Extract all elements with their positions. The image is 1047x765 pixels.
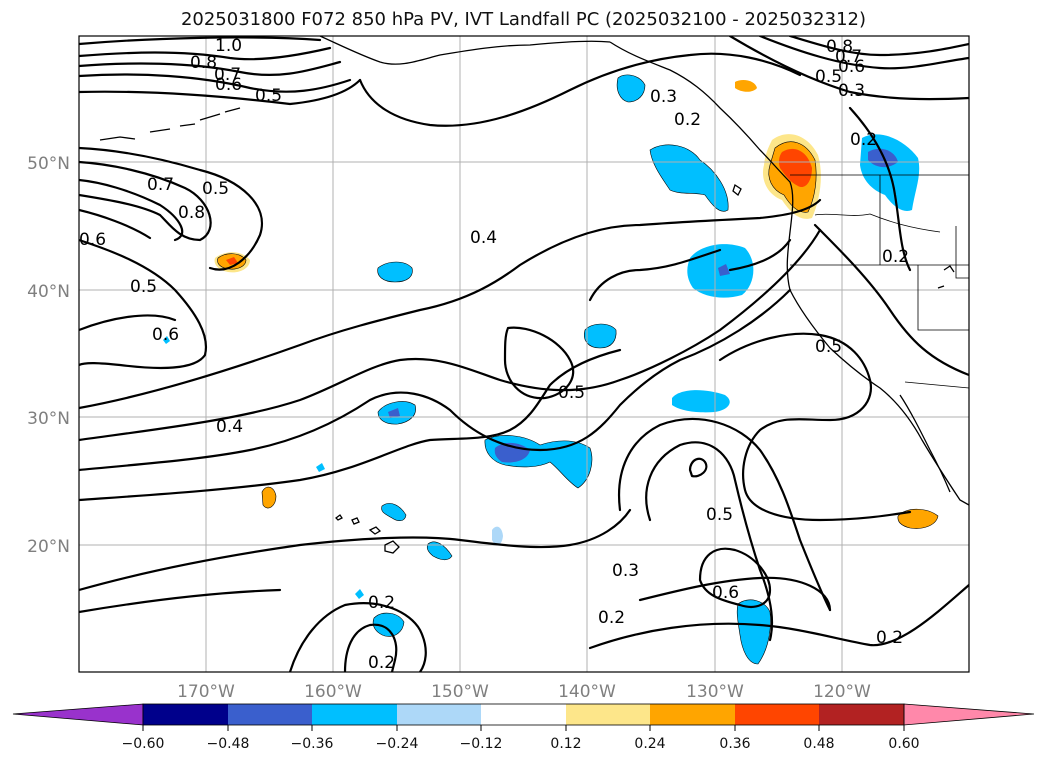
figure-title: 2025031800 F072 850 hPa PV, IVT Landfall… [180,9,867,30]
contour-label: 0.8 [178,203,205,223]
contour-label: 0.2 [882,247,909,267]
contour-label: 0.3 [612,561,639,581]
colorbar-bin [735,704,819,725]
contour-label: 0.5 [815,67,842,87]
colorbar-outline [142,703,905,726]
map-background [79,36,969,672]
contour-label: 0.5 [130,277,157,297]
neg-patch-tiny-3 [163,336,170,344]
contour-label: 0.7 [214,65,241,85]
lon-label: 170°W [177,682,235,702]
lon-label: 130°W [686,682,744,702]
neg-patch-small-2 [426,541,453,561]
pos-patch-alaska [735,80,757,92]
lat-label: 30°N [27,409,70,429]
colorbar-tick-label: 0.48 [803,736,834,752]
neg-patch-ne-pacific-core [718,264,730,276]
neg-patch-tiny-2 [355,589,364,599]
colorbar-bin [397,704,481,725]
neg-patch-30n-core [388,408,400,418]
contour-label: 0.2 [368,593,395,613]
colorbar-tick-label: 0.36 [719,736,750,752]
lon-label: 120°W [813,682,871,702]
contour-label: 0.2 [674,110,701,130]
colorbar-ticks [142,725,905,731]
colorbar-tick-label: 0.12 [550,736,581,752]
lat-label: 40°N [27,282,70,302]
pos-patch-small [261,486,277,509]
longitude-labels: 170°W 160°W 150°W 140°W 130°W 120°W [177,682,871,702]
contour-label: 1.0 [215,36,242,56]
contour-label: 0.3 [650,87,677,107]
map-frame [78,35,970,673]
colorbar-bin [143,704,228,725]
colorbar-bin [481,704,566,725]
neg-patch-tiny-1 [316,463,325,472]
contour-label: 0.6 [152,325,179,345]
pv-contours [79,36,969,672]
contour-label: 0.2 [598,608,625,628]
colorbar-tick-label: 0.60 [888,736,919,752]
neg-patch-mid [583,323,617,349]
positive-anomaly-patches [214,80,939,529]
colorbar-tick-label: 0.24 [634,736,665,752]
pos-patch-hawaii-w-core [226,257,238,265]
colorbar-bin [228,704,312,725]
latitude-labels: 50°N 40°N 30°N 20°N [27,154,70,557]
lon-label: 150°W [431,682,489,702]
coastlines [99,36,969,554]
colorbar-extend-high [903,703,1035,726]
lon-label: 140°W [558,682,616,702]
contour-label: 0.6 [838,57,865,77]
neg-patch-gulf-alaska [649,144,729,212]
colorbar-tick-label: −0.12 [460,736,503,752]
colorbar-bin [650,704,735,725]
contour-label: 0.5 [202,179,229,199]
contour-label: 0.5 [255,86,282,106]
contour-label: 0.8 [190,53,217,73]
colorbar-extend-low [12,703,144,726]
contour-label: 0.7 [835,47,862,67]
contour-label: 0.2 [850,130,877,150]
colorbar-tick-label: −0.36 [291,736,334,752]
colorbar-bin [312,704,397,725]
contour-label: 0.6 [215,75,242,95]
neg-patch-alaska [616,74,646,103]
contour-label: 0.4 [470,228,497,248]
contour-label: 0.4 [216,417,243,437]
lat-label: 20°N [27,537,70,557]
colorbar-tick-label: −0.24 [376,736,419,752]
contour-label: 0.5 [815,337,842,357]
neg-patch-small-3 [492,526,503,545]
colorbar-bin [819,704,904,725]
colorbar-bin [566,704,650,725]
lon-label: 160°W [304,682,362,702]
contour-labels: 1.0 0.8 0.7 0.6 0.5 0.5 0.7 0.8 0.6 0.5 … [79,36,909,673]
contour-label: 0.3 [838,81,865,101]
contour-label: 0.7 [147,175,174,195]
neg-patch-west-pac [377,261,413,283]
contour-label: 0.5 [706,505,733,525]
contour-label: 0.6 [79,230,106,250]
contour-label: 0.2 [368,653,395,673]
pos-patch-baja [897,508,939,529]
colorbar-tick-label: −0.60 [122,736,165,752]
colorbar-tick-label: −0.48 [207,736,250,752]
contour-label: 0.6 [712,583,739,603]
contour-label: 0.8 [826,37,853,57]
contour-label: 0.2 [876,628,903,648]
colorbar: −0.60 −0.48 −0.36 −0.24 −0.12 0.12 0.24 … [12,703,1035,752]
neg-patch-small-1 [381,503,407,521]
contour-label: 0.5 [558,383,585,403]
neg-patch-small-4 [372,612,405,637]
lat-label: 50°N [27,154,70,174]
pos-patch-vancouver-core [778,148,812,188]
